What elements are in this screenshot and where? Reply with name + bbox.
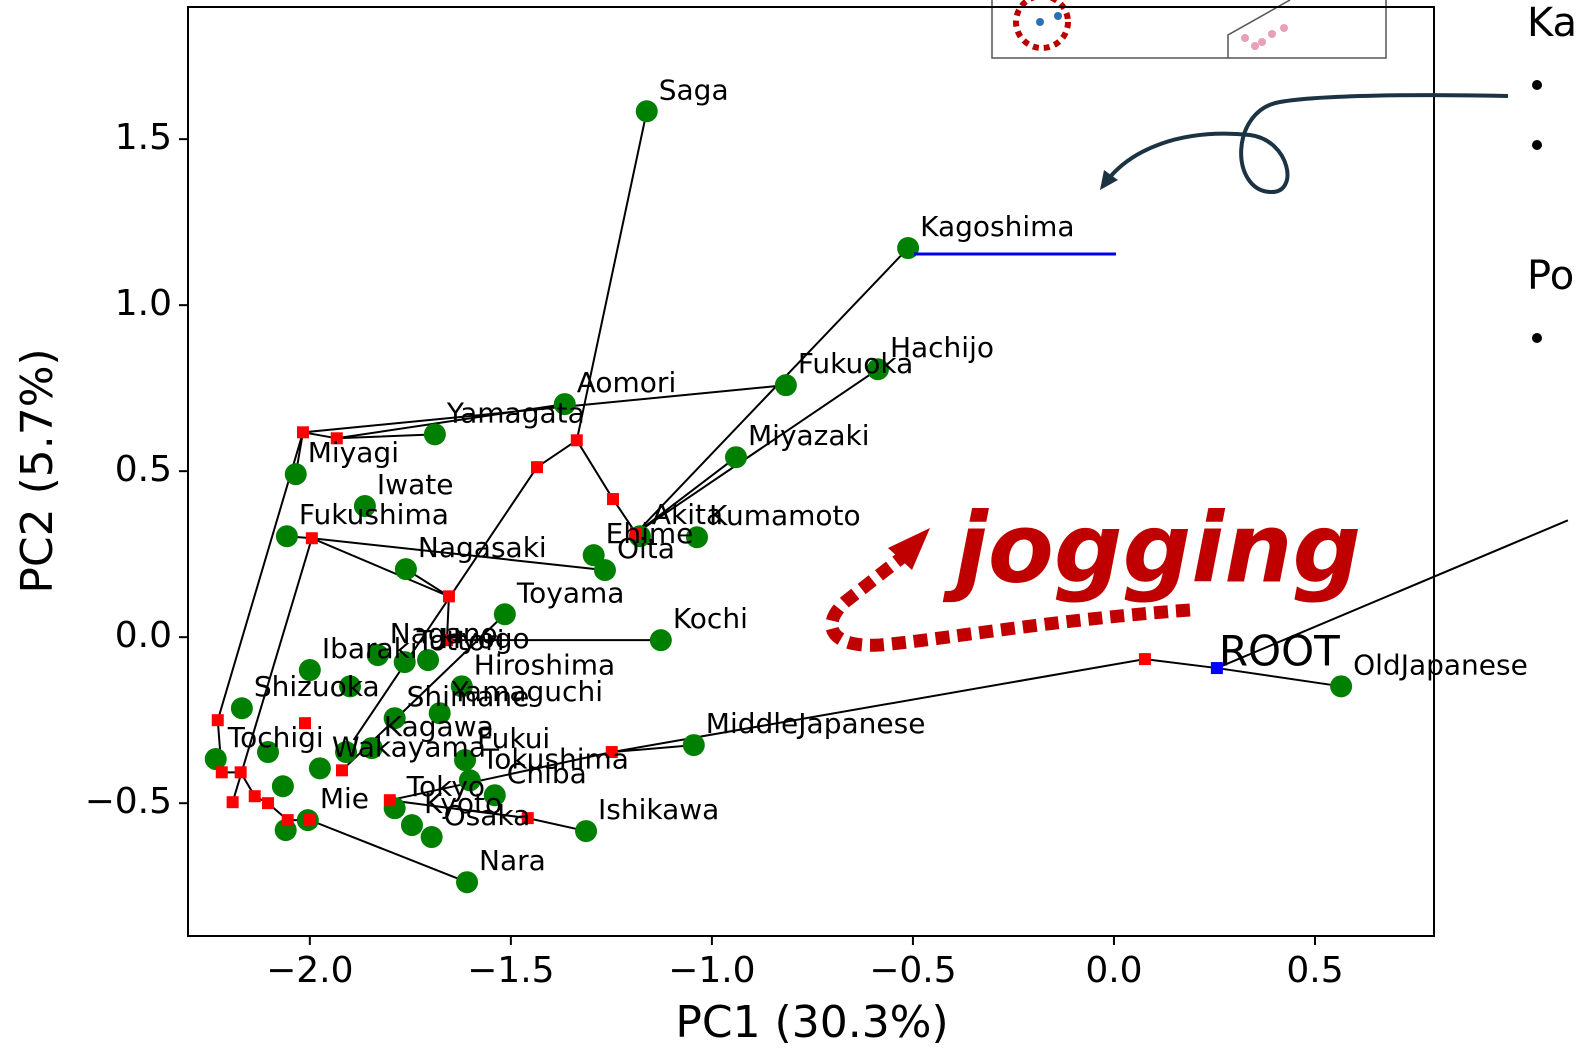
leaf-point xyxy=(725,446,747,468)
node-point xyxy=(443,590,455,602)
point-label: Mie xyxy=(320,782,369,815)
inset-image xyxy=(992,0,1386,58)
point-label: Osaka xyxy=(444,799,531,832)
leaf-point xyxy=(775,374,797,396)
point-label: Iwate xyxy=(377,468,454,501)
point-label: Tochigi xyxy=(227,721,324,754)
point-label: Shizuoka xyxy=(254,670,380,703)
point-label: Toyama xyxy=(516,576,625,609)
point-label: Oita xyxy=(617,532,675,565)
y-axis-label: PC2 (5.7%) xyxy=(12,348,63,593)
node-point xyxy=(304,814,316,826)
leaf-point xyxy=(309,757,331,779)
point-label: Saga xyxy=(659,73,729,106)
bullet xyxy=(1532,140,1542,150)
x-tick-label: −2.0 xyxy=(266,950,353,991)
leaf-point xyxy=(424,423,446,445)
node-point xyxy=(1139,653,1151,665)
node-point xyxy=(607,493,619,505)
annotation: jogging xyxy=(942,492,1361,604)
node-point xyxy=(282,814,294,826)
node-point xyxy=(216,766,228,778)
point-label: Shimane xyxy=(407,680,530,713)
leaf-point xyxy=(650,629,672,651)
x-axis-label: PC1 (30.3%) xyxy=(675,997,948,1048)
x-tick-label: −1.0 xyxy=(668,950,755,991)
leaf-point xyxy=(1330,675,1352,697)
point-label: MiddleJapanese xyxy=(706,707,926,740)
leaf-point xyxy=(575,820,597,842)
point-label: Nagasaki xyxy=(418,531,547,564)
y-tick-label: 1.0 xyxy=(115,283,172,324)
plot-frame xyxy=(188,7,1434,936)
node-point xyxy=(249,790,261,802)
node-point xyxy=(571,434,583,446)
bullet xyxy=(1532,80,1542,90)
x-tick-label: 0.0 xyxy=(1085,950,1142,991)
x-tick-label: 0.5 xyxy=(1286,950,1343,991)
node-point xyxy=(336,764,348,776)
point-label: Nara xyxy=(479,844,546,877)
y-tick-label: 1.5 xyxy=(115,117,172,158)
y-tick-label: −0.5 xyxy=(85,781,172,822)
point-label: Miyagi xyxy=(308,436,399,469)
leaf-point xyxy=(897,237,919,259)
node-point xyxy=(531,461,543,473)
point-label: Yamagata xyxy=(446,396,585,429)
curly-arrow xyxy=(1106,95,1508,192)
point-label: Kochi xyxy=(673,602,748,635)
point-label: OldJapanese xyxy=(1353,648,1528,681)
point-label: Chiba xyxy=(507,757,587,790)
leaf-point xyxy=(421,826,443,848)
node-point xyxy=(384,794,396,806)
leaf-point xyxy=(636,100,658,122)
node-point xyxy=(227,796,239,808)
leaf-point xyxy=(395,558,417,580)
side-heading: Ka xyxy=(1527,0,1577,46)
point-label: Ishikawa xyxy=(598,793,719,826)
point-label: Wakayama xyxy=(332,730,486,763)
side-heading: Po xyxy=(1527,253,1574,299)
leaf-point xyxy=(276,525,298,547)
point-label: Fukushima xyxy=(299,498,449,531)
chart: PC1 (30.3%) PC2 (5.7%) −2.0 −1.5 −1.0 −0.5 0… xyxy=(0,0,1583,1061)
node-point xyxy=(306,532,318,544)
point-label: Ibaraki xyxy=(322,632,418,665)
point-label: Kumamoto xyxy=(709,499,861,532)
bullet xyxy=(1532,333,1542,343)
leaf-point xyxy=(231,697,253,719)
leaf-point xyxy=(272,775,294,797)
y-tick-label: 0.0 xyxy=(115,615,172,656)
point-label: Kagoshima xyxy=(920,210,1074,243)
leaf-point xyxy=(456,871,478,893)
leaf-point xyxy=(401,814,423,836)
point-label: Fukuoka xyxy=(798,347,913,380)
point-label: Aomori xyxy=(577,366,677,399)
arrow-head xyxy=(888,528,930,570)
leaf-point xyxy=(285,463,307,485)
y-tick-label: 0.5 xyxy=(115,449,172,490)
page: PC1 (30.3%) PC2 (5.7%) −2.0 −1.5 −1.0 −0.5 0… xyxy=(0,0,1583,1061)
x-tick-label: −1.5 xyxy=(467,950,554,991)
point-label: ROOT xyxy=(1219,627,1340,676)
node-point xyxy=(212,714,224,726)
leaf-point xyxy=(683,734,705,756)
point-label: Miyazaki xyxy=(748,419,870,452)
node-point xyxy=(235,766,247,778)
node-point xyxy=(262,797,274,809)
x-tick-label: −0.5 xyxy=(869,950,956,991)
